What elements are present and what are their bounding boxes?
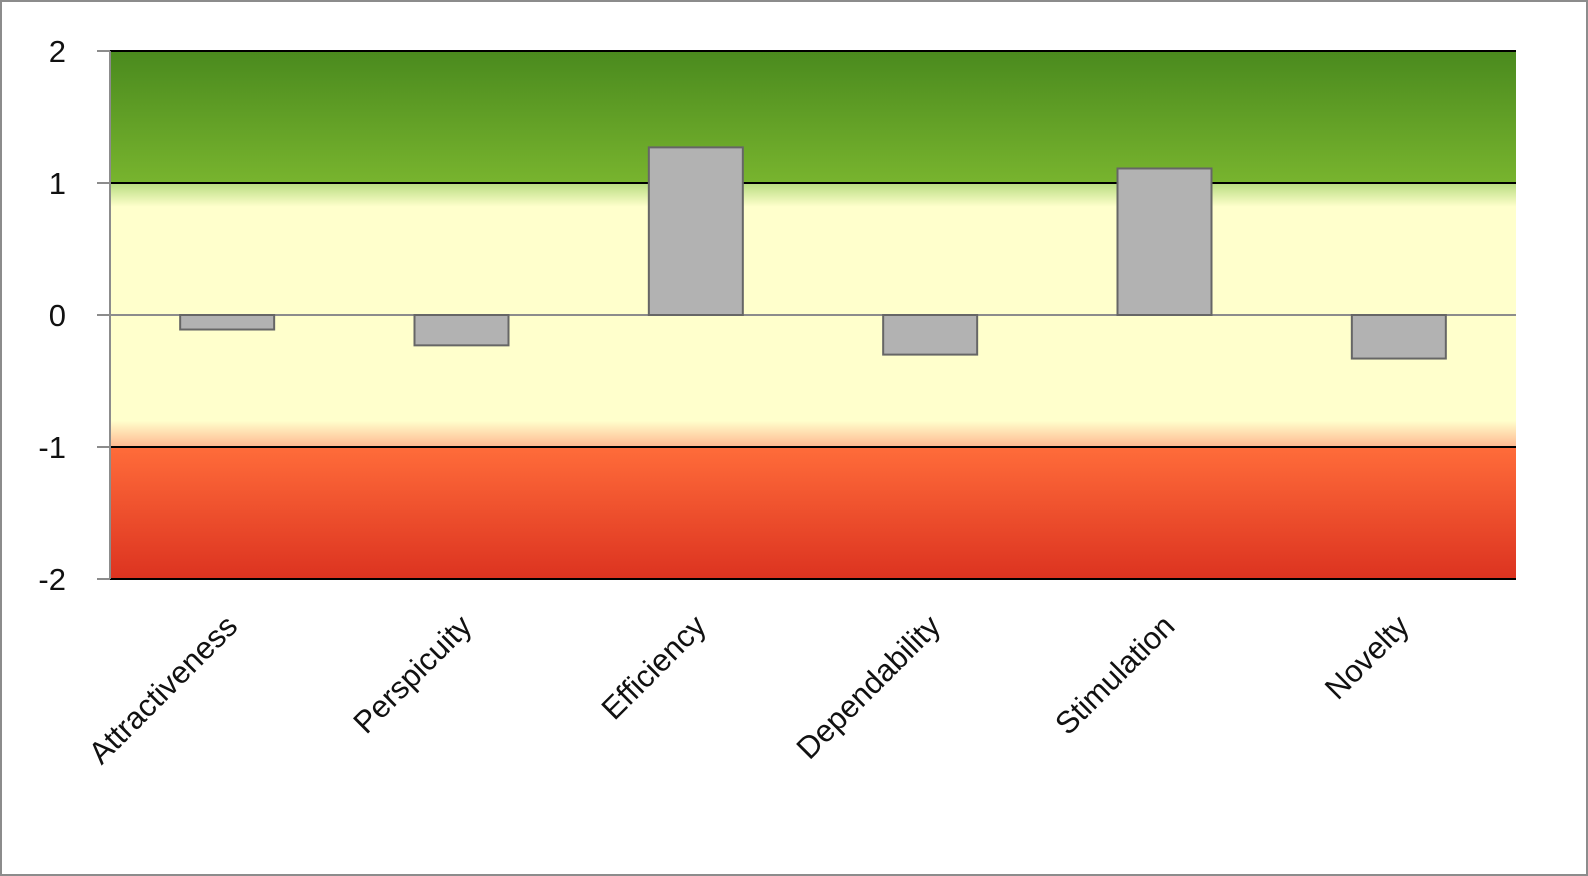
bar-attractiveness	[179, 314, 276, 331]
y-tick-label: 1	[49, 166, 66, 201]
band-2	[110, 447, 1516, 579]
y-tick-label: 0	[49, 298, 66, 333]
band-0	[110, 51, 1516, 183]
bar-novelty	[1350, 314, 1447, 360]
y-tick-label: -2	[38, 562, 66, 597]
bar-dependability	[882, 314, 979, 356]
bar-perspicuity	[413, 314, 510, 347]
y-tick-label: -1	[38, 430, 66, 465]
bar-efficiency	[647, 146, 744, 316]
y-tick-label: 2	[49, 34, 66, 69]
bar-stimulation	[1116, 167, 1213, 316]
